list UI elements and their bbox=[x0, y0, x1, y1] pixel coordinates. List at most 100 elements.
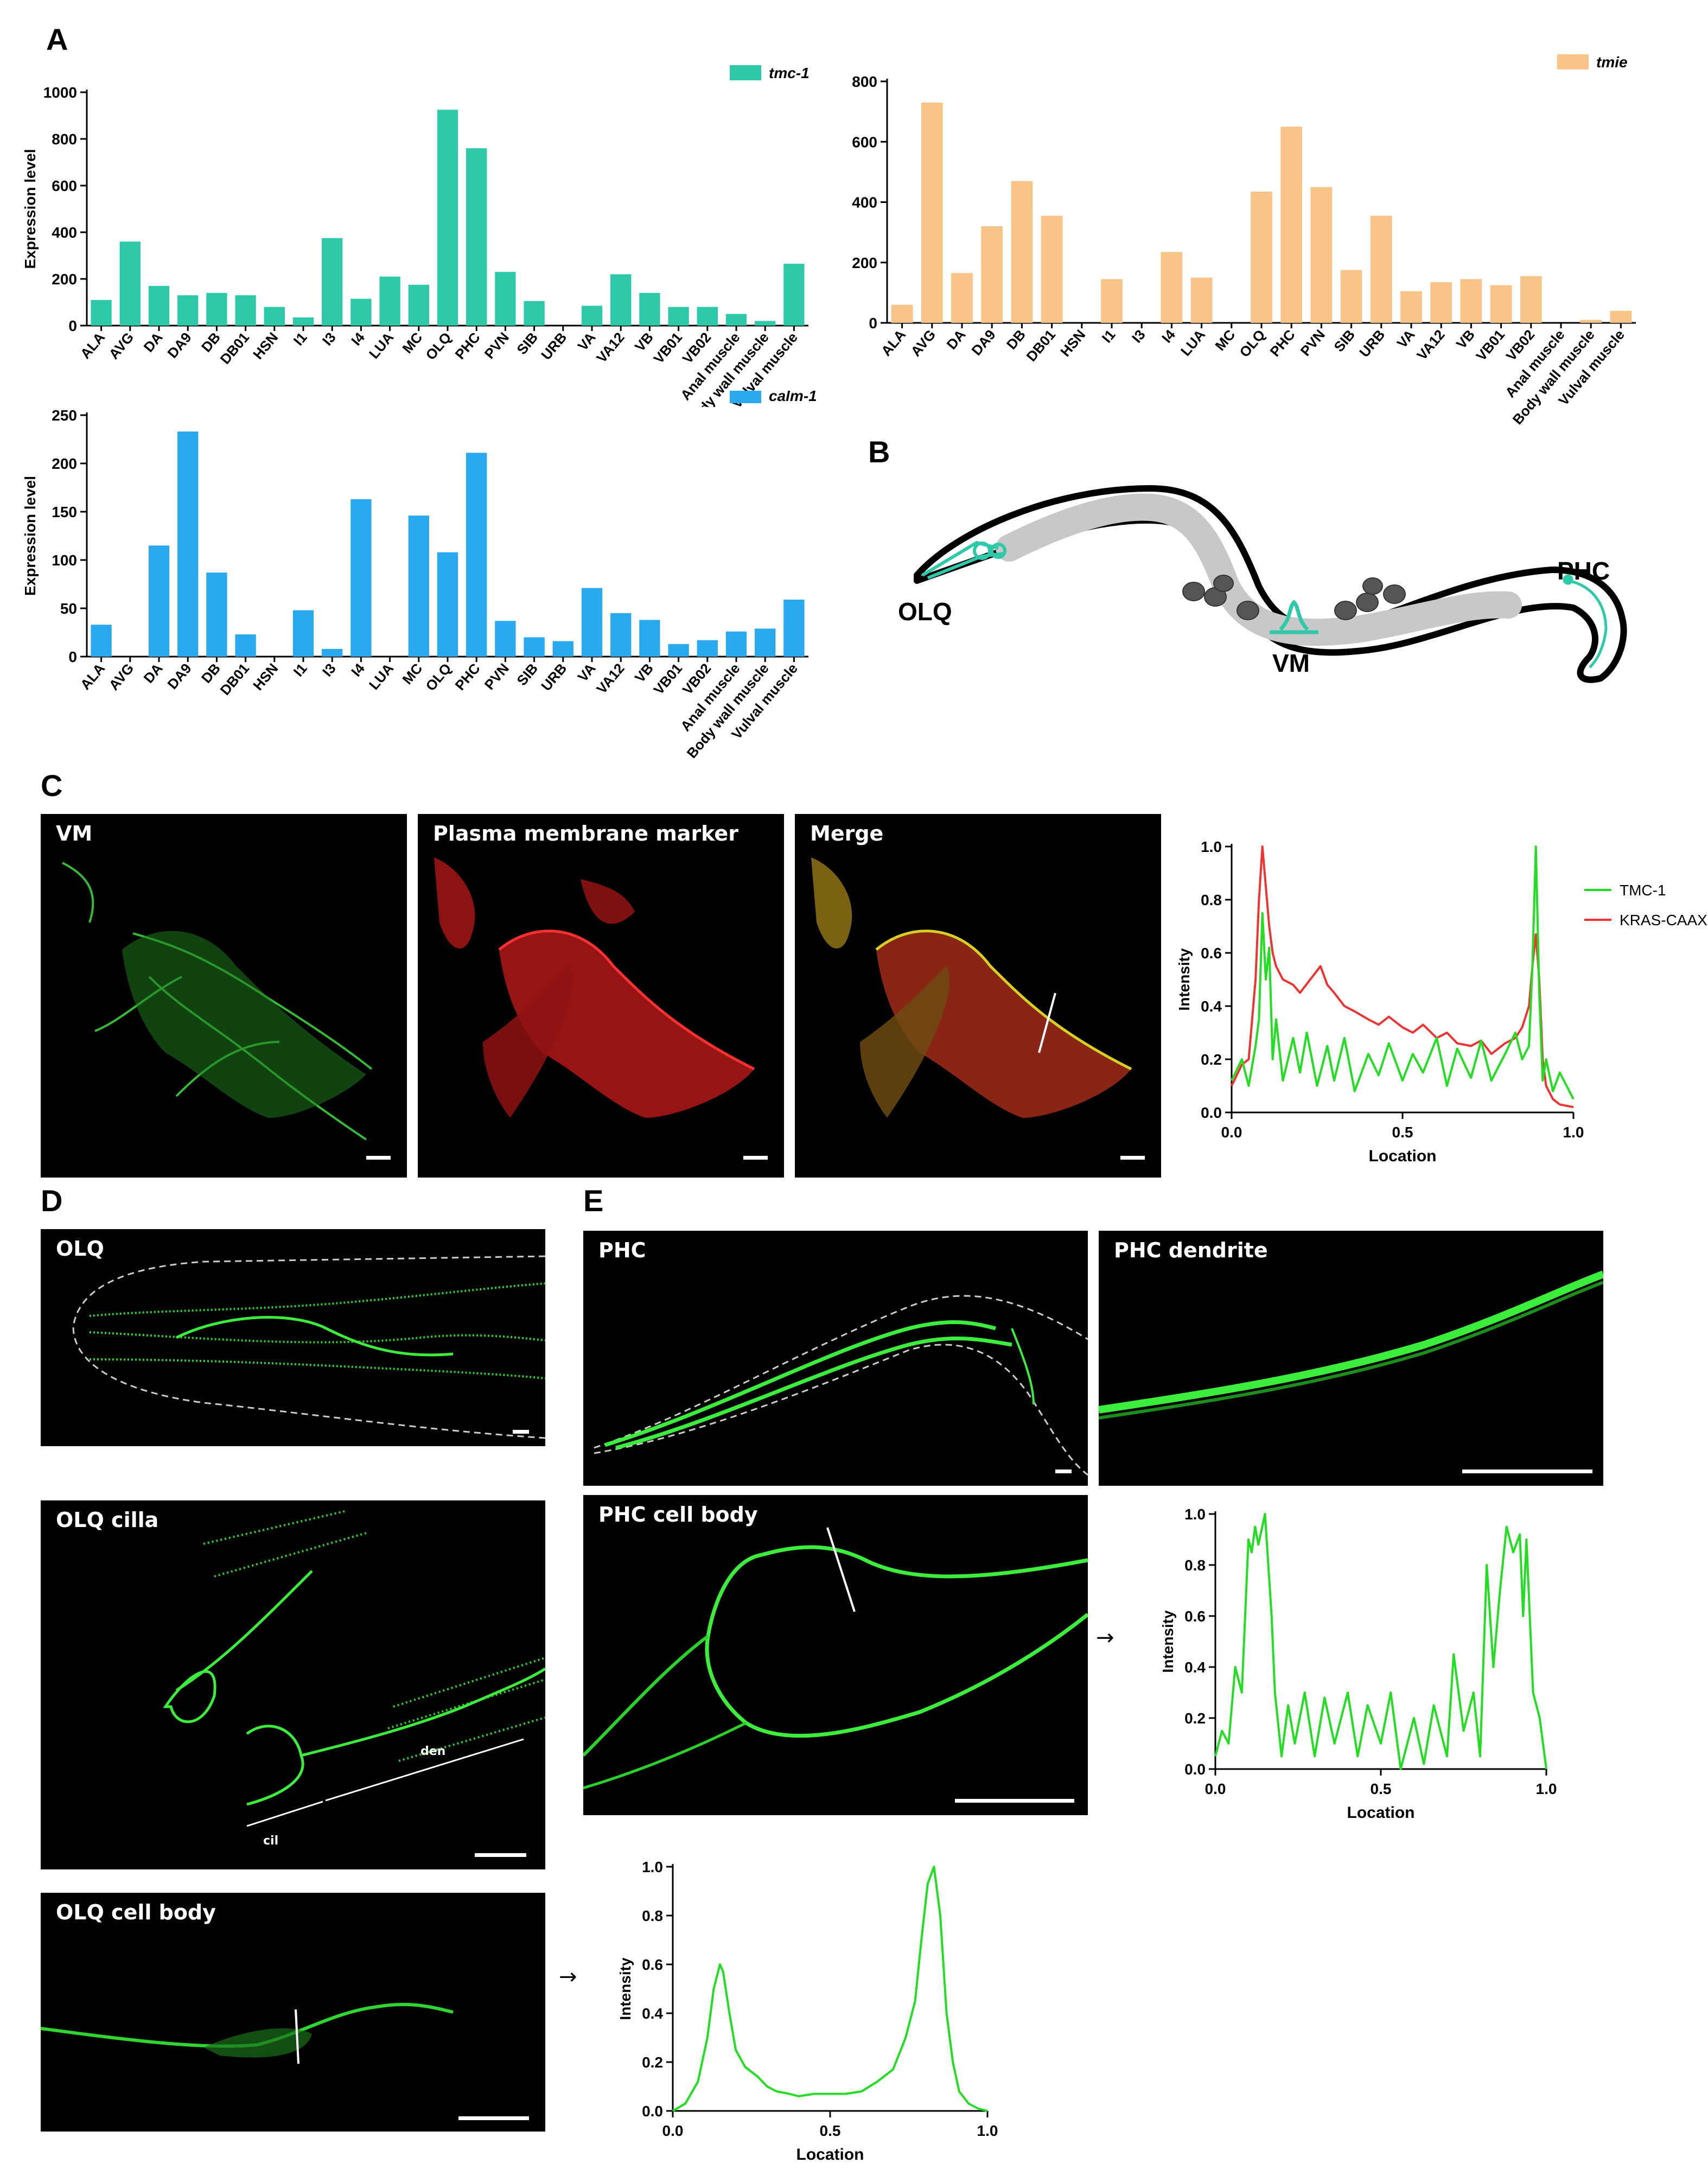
phc-dendrite-image bbox=[1099, 1270, 1603, 1420]
bar bbox=[1490, 285, 1512, 323]
bar bbox=[668, 307, 689, 326]
x-tick-label: HSN bbox=[1057, 327, 1088, 360]
series-line bbox=[672, 1866, 988, 2112]
micrograph-merge-title: Merge bbox=[810, 822, 884, 845]
y-tick-label: 600 bbox=[52, 177, 77, 194]
x-tick-label: DB01 bbox=[1023, 327, 1059, 365]
olq-cilia-image bbox=[163, 1510, 545, 1827]
x-tick-label: AVG bbox=[105, 329, 137, 362]
bar bbox=[1161, 252, 1183, 323]
schematic-label-olq: OLQ bbox=[898, 597, 952, 626]
x-tick-label: DA bbox=[140, 329, 165, 355]
x-tick-label: PHC bbox=[452, 660, 483, 694]
x-tick-label: PHC bbox=[452, 329, 483, 362]
y-tick-label: 0.4 bbox=[1201, 998, 1222, 1015]
x-tick-label: MC bbox=[1212, 326, 1238, 353]
x-tick-label: 0.5 bbox=[820, 2122, 841, 2139]
y-tick-label: 0.4 bbox=[1184, 1659, 1206, 1676]
y-tick-label: 1000 bbox=[43, 84, 77, 101]
y-tick-label: 1.0 bbox=[1184, 1506, 1206, 1523]
x-tick-label: OLQ bbox=[422, 329, 454, 363]
y-tick-label: 0.6 bbox=[1201, 945, 1222, 962]
legend-label: KRAS-CAAX bbox=[1620, 912, 1707, 928]
bar bbox=[1310, 187, 1333, 323]
y-tick-label: 0.6 bbox=[642, 1956, 663, 1973]
legend-label: tmc-1 bbox=[769, 65, 810, 81]
bar bbox=[322, 648, 343, 657]
y-tick-label: 0.0 bbox=[642, 2103, 663, 2120]
bar bbox=[697, 307, 718, 326]
y-tick-label: 400 bbox=[852, 194, 877, 211]
bar bbox=[668, 644, 689, 657]
micrograph-olq-title: OLQ bbox=[56, 1237, 104, 1261]
micrograph-phc-cell-body-title: PHC cell body bbox=[598, 1503, 758, 1526]
micrograph-olq-cell-body-title: OLQ cell body bbox=[56, 1900, 216, 1924]
bar bbox=[437, 552, 458, 657]
x-tick-label: PVN bbox=[481, 660, 512, 693]
legend-swatch bbox=[1557, 54, 1589, 69]
bar bbox=[408, 516, 429, 657]
worm-body-outline bbox=[914, 485, 1627, 683]
bar bbox=[322, 238, 343, 326]
x-tick-label: LUA bbox=[1177, 326, 1208, 359]
micrograph-vm-title: VM bbox=[56, 822, 93, 845]
bar bbox=[91, 625, 112, 657]
x-tick-label: DA9 bbox=[968, 327, 998, 359]
y-tick-label: 200 bbox=[52, 455, 77, 472]
x-tick-label: DB bbox=[1003, 327, 1029, 353]
annotation-cil: cil bbox=[263, 1834, 279, 1848]
chart-olq-profile: 0.0 0.2 0.4 0.6 0.8 1.0 Intensity 0.0 0.5 1.0 Loca… bbox=[617, 1859, 998, 2164]
bar bbox=[235, 634, 256, 657]
x-tick-label: I4 bbox=[1158, 326, 1178, 346]
x-tick-label: VB bbox=[632, 660, 657, 686]
bar bbox=[1280, 126, 1303, 323]
phc-neuron bbox=[1563, 574, 1608, 669]
y-tick-label: 1.0 bbox=[1201, 838, 1222, 855]
bar bbox=[725, 631, 747, 657]
x-tick-label: I1 bbox=[290, 329, 310, 349]
x-tick-label: LUA bbox=[366, 660, 397, 692]
bar bbox=[581, 306, 603, 326]
bar bbox=[1610, 310, 1632, 323]
bar bbox=[981, 226, 1003, 323]
x-tick-label: I1 bbox=[1099, 327, 1119, 346]
y-tick-label: 250 bbox=[52, 407, 77, 424]
micrograph-phc-cell-body: PHC cell body bbox=[583, 1495, 1088, 1815]
x-tick-label: 1.0 bbox=[977, 2122, 998, 2139]
y-tick-label: 50 bbox=[60, 600, 77, 617]
x-tick-label: DA bbox=[943, 326, 968, 352]
x-tick-label: I4 bbox=[348, 329, 368, 348]
x-tick-label: URB bbox=[1356, 327, 1388, 360]
bar bbox=[177, 295, 199, 326]
x-tick-label: I3 bbox=[319, 660, 339, 680]
bar bbox=[379, 276, 400, 326]
x-tick-label: I1 bbox=[290, 660, 310, 680]
olq-image bbox=[72, 1255, 545, 1439]
bar bbox=[292, 317, 314, 326]
bar bbox=[466, 453, 487, 657]
x-tick-label: DA9 bbox=[164, 329, 194, 361]
x-axis-label: Location bbox=[1369, 1147, 1437, 1165]
micrograph-phc-dendrite: PHC dendrite bbox=[1099, 1231, 1603, 1486]
bar bbox=[783, 599, 805, 657]
x-tick-label: ALA bbox=[878, 326, 909, 359]
x-tick-label: SIB bbox=[1330, 327, 1358, 355]
panel-label-a: A bbox=[46, 22, 68, 56]
phc-image bbox=[594, 1295, 1088, 1476]
chart-phc-profile: 0.0 0.2 0.4 0.6 0.8 1.0 Intensity 0.0 0.5 1.0 Loca… bbox=[1159, 1506, 1557, 1822]
scale-bar bbox=[1055, 1469, 1072, 1473]
x-tick-label: AVG bbox=[105, 660, 137, 694]
legend-swatch bbox=[730, 391, 761, 403]
x-tick-label: OLQ bbox=[422, 660, 454, 694]
micrograph-olq-cilia: OLQ cilla den cil bbox=[41, 1500, 545, 1869]
y-tick-label: 600 bbox=[852, 133, 877, 150]
x-tick-label: PHC bbox=[1267, 326, 1298, 360]
x-tick-label: MC bbox=[399, 660, 425, 687]
bar bbox=[148, 285, 170, 326]
bar bbox=[697, 640, 718, 657]
series-line bbox=[1214, 1513, 1547, 1770]
y-tick-label: 400 bbox=[52, 224, 77, 241]
bar bbox=[1520, 276, 1542, 323]
scale-bar bbox=[366, 1156, 391, 1160]
